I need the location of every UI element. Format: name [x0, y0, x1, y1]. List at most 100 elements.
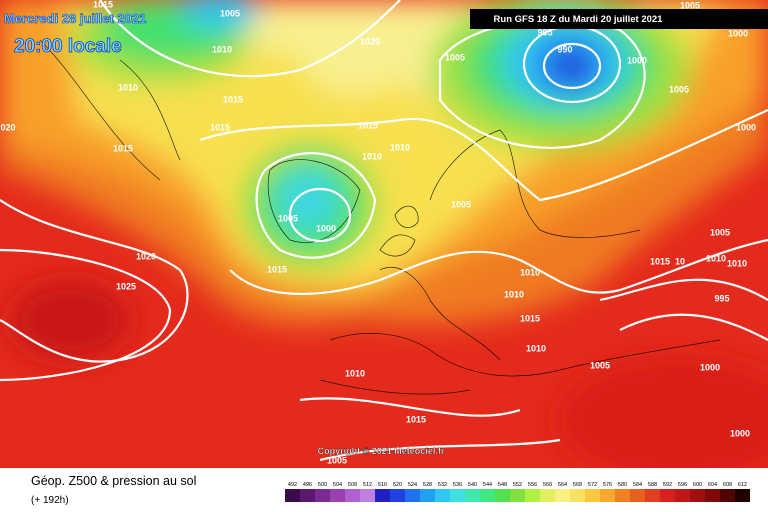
scale-swatch: [720, 489, 735, 502]
scale-swatch: [300, 489, 315, 502]
coastlines: [39, 39, 721, 395]
isobar-label: 1005: [451, 199, 471, 209]
scale-label: 496: [303, 482, 312, 488]
isobar-label: 1015: [223, 94, 243, 104]
isobars: [0, 0, 768, 462]
isobar-label: 1010: [390, 142, 410, 152]
scale-swatch: [510, 489, 525, 502]
color-scale: 492 496 500 504 508 512 516 520 524 528 532 536 540 5…: [285, 482, 750, 502]
isobar-label: 1010: [212, 44, 232, 54]
isobar-label: 020: [0, 122, 15, 132]
scale-swatch: [495, 489, 510, 502]
field: [0, 0, 768, 468]
isobar-label: 1000: [730, 428, 750, 438]
isobar-label: 1015: [650, 256, 670, 266]
copyright: Copyright © 2021 Meteociel.fr: [318, 446, 445, 456]
scale-label: 528: [423, 482, 432, 488]
scale-label: 536: [453, 482, 462, 488]
scale-swatch: [435, 489, 450, 502]
scale-swatch: [345, 489, 360, 502]
scale-label: 592: [663, 482, 672, 488]
scale-swatch: [600, 489, 615, 502]
scale-label: 612: [738, 482, 747, 488]
isobar-label: 1015: [267, 264, 287, 274]
scale-swatch: [735, 489, 750, 502]
isobar-label: 1005: [710, 227, 730, 237]
isobar-label: 990: [557, 44, 572, 54]
isobar-label: 1010: [526, 343, 546, 353]
scale-swatch: [570, 489, 585, 502]
scale-label: 548: [498, 482, 507, 488]
scale-swatch: [660, 489, 675, 502]
isobar-label: 1005: [220, 8, 240, 18]
scale-label: 560: [543, 482, 552, 488]
scale-label: 576: [603, 482, 612, 488]
scale-label: 608: [723, 482, 732, 488]
scale-label: 556: [528, 482, 537, 488]
isobar-label: 1015: [520, 313, 540, 323]
isobar-label: 1010: [118, 82, 138, 92]
isobar-label: 1005: [278, 213, 298, 223]
scale-label: 564: [558, 482, 567, 488]
scale-label: 516: [378, 482, 387, 488]
time-label: 20:00 locale: [14, 36, 122, 57]
isobar-label: 1010: [345, 368, 365, 378]
scale-label: 492: [288, 482, 297, 488]
scale-swatch: [315, 489, 330, 502]
scale-label: 584: [633, 482, 642, 488]
isobar-label: 1015: [406, 414, 426, 424]
isobar-label: 1020: [360, 36, 380, 46]
scale-swatch: [480, 489, 495, 502]
run-label: Run GFS 18 Z du Mardi 20 juillet 2021: [494, 14, 664, 25]
isobar-label: 1010: [520, 267, 540, 277]
scale-label: 580: [618, 482, 627, 488]
scale-label: 588: [648, 482, 657, 488]
isobar-label: 1020: [136, 251, 156, 261]
scale-swatch: [285, 489, 300, 502]
run-banner: [470, 9, 768, 29]
scale-label: 572: [588, 482, 597, 488]
legend-title: Géop. Z500 & pression au sol: [31, 474, 196, 488]
scale-swatch: [555, 489, 570, 502]
isobar-labels: 1015100510101010101510151015020102010059…: [0, 0, 756, 465]
isobar-label: 1005: [445, 52, 465, 62]
scale-label: 540: [468, 482, 477, 488]
scale-label: 532: [438, 482, 447, 488]
scale-swatch: [615, 489, 630, 502]
isobar-label: 1000: [316, 223, 336, 233]
isobar-label: 1010: [362, 151, 382, 161]
scale-label: 604: [708, 482, 717, 488]
scale-label: 520: [393, 482, 402, 488]
isobar-label: 995: [537, 27, 552, 37]
isobar-label: 1015: [358, 120, 378, 130]
scale-label: 544: [483, 482, 492, 488]
scale-swatch: [330, 489, 345, 502]
date-label: Mercredi 28 juillet 2021: [4, 11, 146, 26]
isobar-label: 1000: [627, 55, 647, 65]
scale-swatch: [360, 489, 375, 502]
scale-swatch: [585, 489, 600, 502]
isobar-label: 1015: [210, 122, 230, 132]
scale-label: 500: [318, 482, 327, 488]
isobar-label: 1025: [116, 281, 136, 291]
scale-label: 600: [693, 482, 702, 488]
scale-swatch: [540, 489, 555, 502]
scale-label: 504: [333, 482, 342, 488]
scale-label: 508: [348, 482, 357, 488]
scale-swatch: [645, 489, 660, 502]
scale-swatch: [405, 489, 420, 502]
scale-swatch: [630, 489, 645, 502]
isobar-label: 1010: [504, 289, 524, 299]
isobar-label: 1010: [706, 253, 726, 263]
scale-label: 568: [573, 482, 582, 488]
scale-swatch: [450, 489, 465, 502]
isobar-label: 1010: [727, 258, 747, 268]
isobar-label: 1005: [669, 84, 689, 94]
isobar-label: 1000: [728, 28, 748, 38]
scale-swatch: [465, 489, 480, 502]
isobar-label: 1005: [327, 455, 347, 465]
scale-swatch: [705, 489, 720, 502]
isobar-label: 1005: [590, 360, 610, 370]
